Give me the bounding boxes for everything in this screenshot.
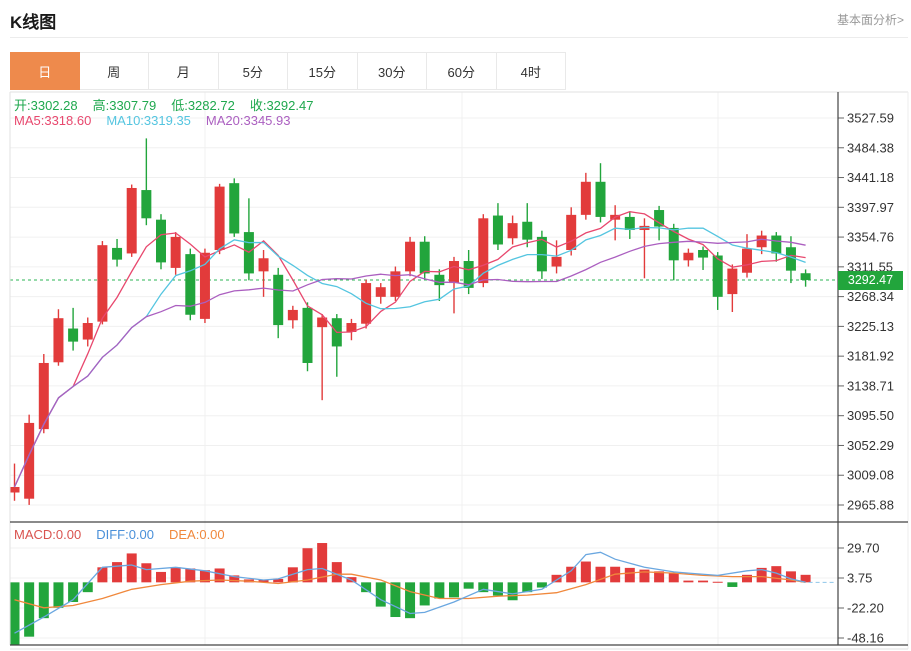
tab-month[interactable]: 月 <box>149 52 219 90</box>
svg-text:-48.16: -48.16 <box>847 631 884 646</box>
ma5-line <box>13 211 806 488</box>
readout-value: 收:3292.47 <box>249 98 314 113</box>
tab-15min[interactable]: 15分 <box>288 52 358 90</box>
grid-layer: 3527.59 3484.38 3441.18 3397.97 3354.76 3311.… <box>10 92 894 646</box>
readout-value: MA20:3345.93 <box>205 113 291 128</box>
macd-layer <box>9 543 836 645</box>
svg-text:3484.38: 3484.38 <box>847 140 894 155</box>
readout-value: MA10:3319.35 <box>106 113 191 128</box>
svg-text:3441.18: 3441.18 <box>847 170 894 185</box>
readout-value: 开:3302.28 <box>14 98 78 113</box>
svg-text:29.70: 29.70 <box>847 541 880 556</box>
tab-60min[interactable]: 60分 <box>427 52 497 90</box>
svg-text:3527.59: 3527.59 <box>847 111 894 126</box>
ma-readout: MA5:3318.60 MA10:3319.35 MA20:3345.93 <box>14 113 306 128</box>
tab-day[interactable]: 日 <box>10 52 80 90</box>
dea-line <box>14 571 806 609</box>
svg-text:3.75: 3.75 <box>847 571 872 586</box>
svg-text:3181.92: 3181.92 <box>847 349 894 364</box>
period-tab-bar: 日周月 5分 15分 30分 60分 4时 <box>10 52 566 90</box>
svg-text:3095.50: 3095.50 <box>847 408 894 423</box>
svg-text:3354.76: 3354.76 <box>847 230 894 245</box>
macd-readout: MACD:0.00 DIFF:0.00 DEA:0.00 <box>14 527 240 542</box>
ma20-line <box>13 238 806 488</box>
readout-value: 高:3307.79 <box>92 98 157 113</box>
ohlc-readout: 开:3302.28 高:3307.79 低:3282.72 收:3292.47 <box>14 95 328 114</box>
diff-line <box>14 551 806 634</box>
borders-layer <box>9 91 909 650</box>
tab-5min[interactable]: 5分 <box>218 52 288 90</box>
svg-text:3311.55: 3311.55 <box>847 259 893 274</box>
readout-value: MA5:3318.60 <box>14 113 92 128</box>
svg-text:3138.71: 3138.71 <box>847 378 894 393</box>
tab-30min[interactable]: 30分 <box>357 52 427 90</box>
svg-text:3397.97: 3397.97 <box>847 200 894 215</box>
current-price-tag: 3292.47 <box>838 271 903 290</box>
svg-text:-22.20: -22.20 <box>847 601 884 616</box>
tab-week[interactable]: 周 <box>79 52 149 90</box>
fundamental-analysis-link[interactable]: 基本面分析> <box>836 13 904 27</box>
page-header: K线图 基本面分析> <box>10 0 908 38</box>
candles-layer <box>9 138 811 505</box>
svg-text:2965.88: 2965.88 <box>847 497 894 512</box>
svg-text:3268.34: 3268.34 <box>847 289 894 304</box>
readout-value: 低:3282.72 <box>171 98 235 113</box>
readout-value: MACD:0.00 <box>14 527 82 542</box>
readout-value: DEA:0.00 <box>169 527 225 542</box>
svg-text:3009.08: 3009.08 <box>847 468 894 483</box>
tab-4hour[interactable]: 4时 <box>496 52 566 90</box>
readout-value: DIFF:0.00 <box>96 527 154 542</box>
svg-text:3052.29: 3052.29 <box>847 438 894 453</box>
svg-text:3225.13: 3225.13 <box>847 319 894 334</box>
page-title: K线图 <box>10 13 57 32</box>
